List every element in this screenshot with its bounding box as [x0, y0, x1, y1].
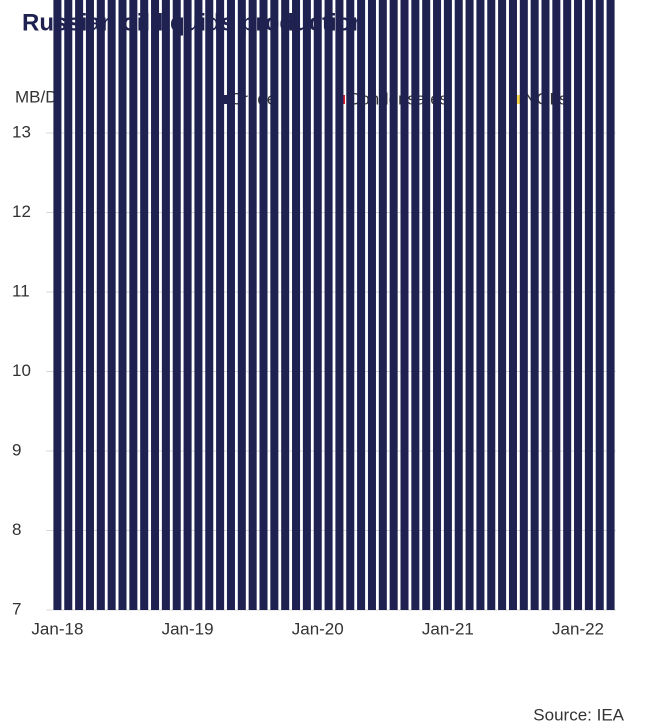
bar-segment	[433, 0, 442, 611]
bar-segment	[216, 0, 225, 610]
bar-segment	[313, 0, 322, 610]
bar-segment	[530, 0, 539, 610]
bar-segment	[346, 0, 355, 610]
bar-segment	[140, 0, 149, 610]
bar-segment	[508, 0, 517, 611]
bar-segment	[552, 0, 561, 611]
y-tick-label: 11	[12, 281, 30, 300]
y-tick-label: 13	[12, 122, 31, 141]
bar-segment	[498, 0, 507, 611]
bar-segment	[194, 0, 203, 611]
bar-segment	[422, 0, 431, 610]
bar-segment	[595, 0, 604, 610]
x-tick-label: Jan-22	[552, 619, 604, 638]
bar-segment	[378, 0, 387, 610]
bar-segment	[281, 0, 290, 610]
bar-segment	[584, 0, 593, 611]
bar-segment	[400, 0, 409, 611]
x-tick-label: Jan-18	[31, 619, 83, 638]
bar-segment	[151, 0, 160, 610]
bar-segment	[324, 0, 333, 610]
bar-segment	[226, 0, 235, 610]
bar-segment	[443, 0, 452, 611]
bar-segment	[563, 0, 572, 611]
y-tick-label: 8	[12, 520, 21, 539]
bar-segment	[248, 0, 257, 610]
bar-segment	[205, 0, 214, 610]
bar-segment	[302, 0, 311, 611]
bar-segment	[85, 0, 94, 611]
bar-segment	[75, 0, 84, 610]
bar-segment	[129, 0, 138, 610]
bar-segment	[606, 0, 615, 610]
y-axis-label: MB/D	[15, 87, 58, 106]
bar-segment	[335, 0, 344, 611]
bar-segment	[53, 0, 62, 610]
y-tick-label: 10	[12, 361, 31, 380]
bar-segment	[519, 0, 528, 611]
bar-segment	[270, 0, 279, 611]
x-tick-label: Jan-19	[162, 619, 214, 638]
bar-segment	[476, 0, 485, 610]
bar-segment	[574, 0, 583, 610]
bar-segment	[465, 0, 474, 610]
bar-segment	[107, 0, 116, 611]
bar-segment	[161, 0, 170, 610]
bar-segment	[389, 0, 398, 610]
bar-segment	[367, 0, 376, 610]
bar-segment	[357, 0, 366, 611]
bar-segment	[487, 0, 496, 610]
bar-segment	[454, 0, 463, 610]
y-tick-label: 7	[12, 599, 21, 618]
bar-segment	[96, 0, 105, 611]
bar-segment	[237, 0, 246, 611]
bar-segment	[118, 0, 127, 610]
bar-segment	[541, 0, 550, 611]
bar-segment	[292, 0, 301, 610]
x-tick-label: Jan-20	[292, 619, 344, 638]
bar-segment	[183, 0, 192, 611]
source: Source: IEA	[533, 705, 624, 724]
bar-segment	[411, 0, 420, 611]
x-tick-label: Jan-21	[422, 619, 474, 638]
y-tick-label: 12	[12, 202, 31, 221]
bar-segment	[172, 0, 181, 610]
y-tick-label: 9	[12, 440, 21, 459]
bar-segment	[259, 0, 268, 610]
bar-segment	[64, 0, 73, 611]
